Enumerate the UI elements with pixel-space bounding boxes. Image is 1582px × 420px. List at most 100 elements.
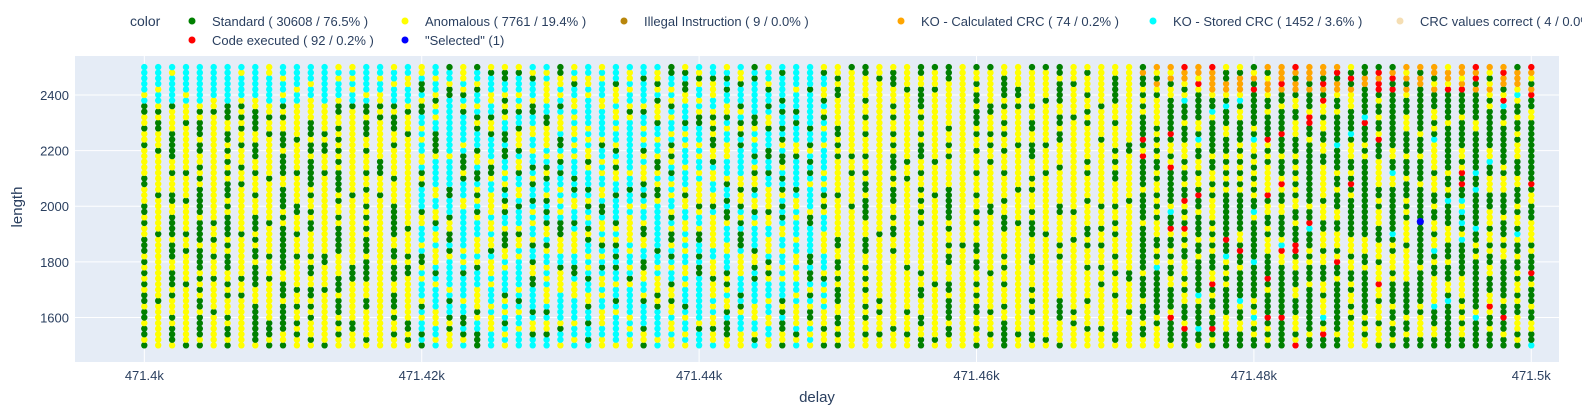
data-point	[460, 208, 467, 215]
data-point	[737, 75, 744, 82]
data-point	[820, 230, 828, 238]
data-point	[238, 108, 245, 115]
data-point	[779, 108, 786, 115]
data-point	[1347, 308, 1355, 316]
data-point	[903, 175, 911, 182]
data-point	[404, 292, 412, 299]
data-point	[1181, 180, 1188, 188]
data-point	[1375, 275, 1382, 282]
data-point	[474, 258, 481, 266]
data-point	[945, 152, 952, 160]
data-point	[404, 286, 412, 293]
data-point	[626, 86, 633, 93]
data-point	[765, 130, 772, 138]
data-point	[1028, 114, 1036, 121]
data-point	[1014, 214, 1022, 221]
data-point	[1417, 308, 1424, 316]
data-point	[1167, 175, 1174, 182]
data-point	[1264, 325, 1271, 332]
data-point	[293, 319, 301, 327]
data-point	[709, 264, 717, 271]
data-point	[293, 236, 301, 243]
data-point	[751, 119, 758, 127]
data-point	[1389, 108, 1396, 115]
data-point	[543, 230, 550, 238]
data-point	[834, 292, 841, 299]
data-point	[793, 191, 800, 199]
data-point	[1431, 292, 1438, 299]
data-point	[1042, 69, 1050, 76]
data-point	[1403, 280, 1410, 288]
data-point	[543, 325, 550, 332]
data-point	[1139, 264, 1147, 271]
data-point	[723, 102, 731, 110]
data-point	[640, 108, 647, 115]
data-point	[931, 325, 939, 332]
data-point	[321, 80, 328, 88]
data-point	[376, 69, 384, 76]
data-point	[890, 186, 897, 193]
data-point	[1028, 169, 1036, 176]
data-point	[1084, 331, 1091, 338]
data-point	[723, 219, 731, 227]
data-point	[779, 97, 786, 104]
data-point	[515, 258, 522, 266]
data-point	[1361, 331, 1369, 338]
data-point	[1042, 80, 1050, 88]
data-point	[765, 269, 772, 277]
data-point	[432, 119, 439, 127]
data-point	[446, 69, 453, 76]
data-point	[349, 247, 356, 254]
data-point	[279, 319, 287, 327]
data-point	[335, 203, 342, 210]
data-point	[1306, 91, 1313, 99]
data-point	[1264, 203, 1271, 210]
data-point	[1014, 152, 1022, 160]
data-point	[446, 169, 453, 176]
data-point	[196, 119, 203, 127]
data-point	[293, 314, 301, 321]
data-point	[1042, 191, 1050, 199]
data-point	[806, 203, 814, 210]
data-point	[307, 258, 314, 266]
data-point	[238, 102, 245, 110]
data-point	[1167, 97, 1174, 104]
data-point	[682, 292, 689, 299]
data-point	[834, 69, 841, 76]
data-point	[557, 152, 564, 160]
data-point	[1222, 91, 1230, 99]
data-point	[876, 331, 883, 338]
data-point	[1181, 208, 1188, 215]
data-point	[349, 275, 356, 282]
data-point	[612, 169, 620, 176]
data-point	[1084, 191, 1091, 199]
data-point	[1444, 108, 1452, 115]
data-point	[1222, 280, 1230, 288]
data-point	[945, 164, 952, 171]
data-point	[737, 264, 744, 271]
delay-column	[903, 63, 911, 349]
data-point	[585, 114, 592, 121]
data-point	[543, 214, 550, 221]
data-point	[709, 280, 717, 288]
data-point	[321, 69, 328, 76]
data-point	[224, 97, 231, 104]
data-point	[820, 297, 828, 304]
data-point	[1347, 136, 1355, 143]
data-point	[1250, 108, 1258, 115]
data-point	[917, 253, 925, 260]
data-point	[1139, 125, 1147, 132]
data-point	[1306, 114, 1313, 121]
data-point	[1001, 247, 1008, 254]
data-point	[765, 236, 772, 243]
data-point	[1236, 164, 1244, 171]
data-point	[501, 214, 509, 221]
data-point	[252, 175, 259, 182]
data-point	[1375, 91, 1382, 99]
data-point	[1264, 114, 1271, 121]
data-point	[834, 175, 841, 182]
delay-column	[1167, 63, 1174, 349]
data-point	[266, 114, 273, 121]
data-point	[903, 136, 911, 143]
data-point	[432, 342, 439, 349]
